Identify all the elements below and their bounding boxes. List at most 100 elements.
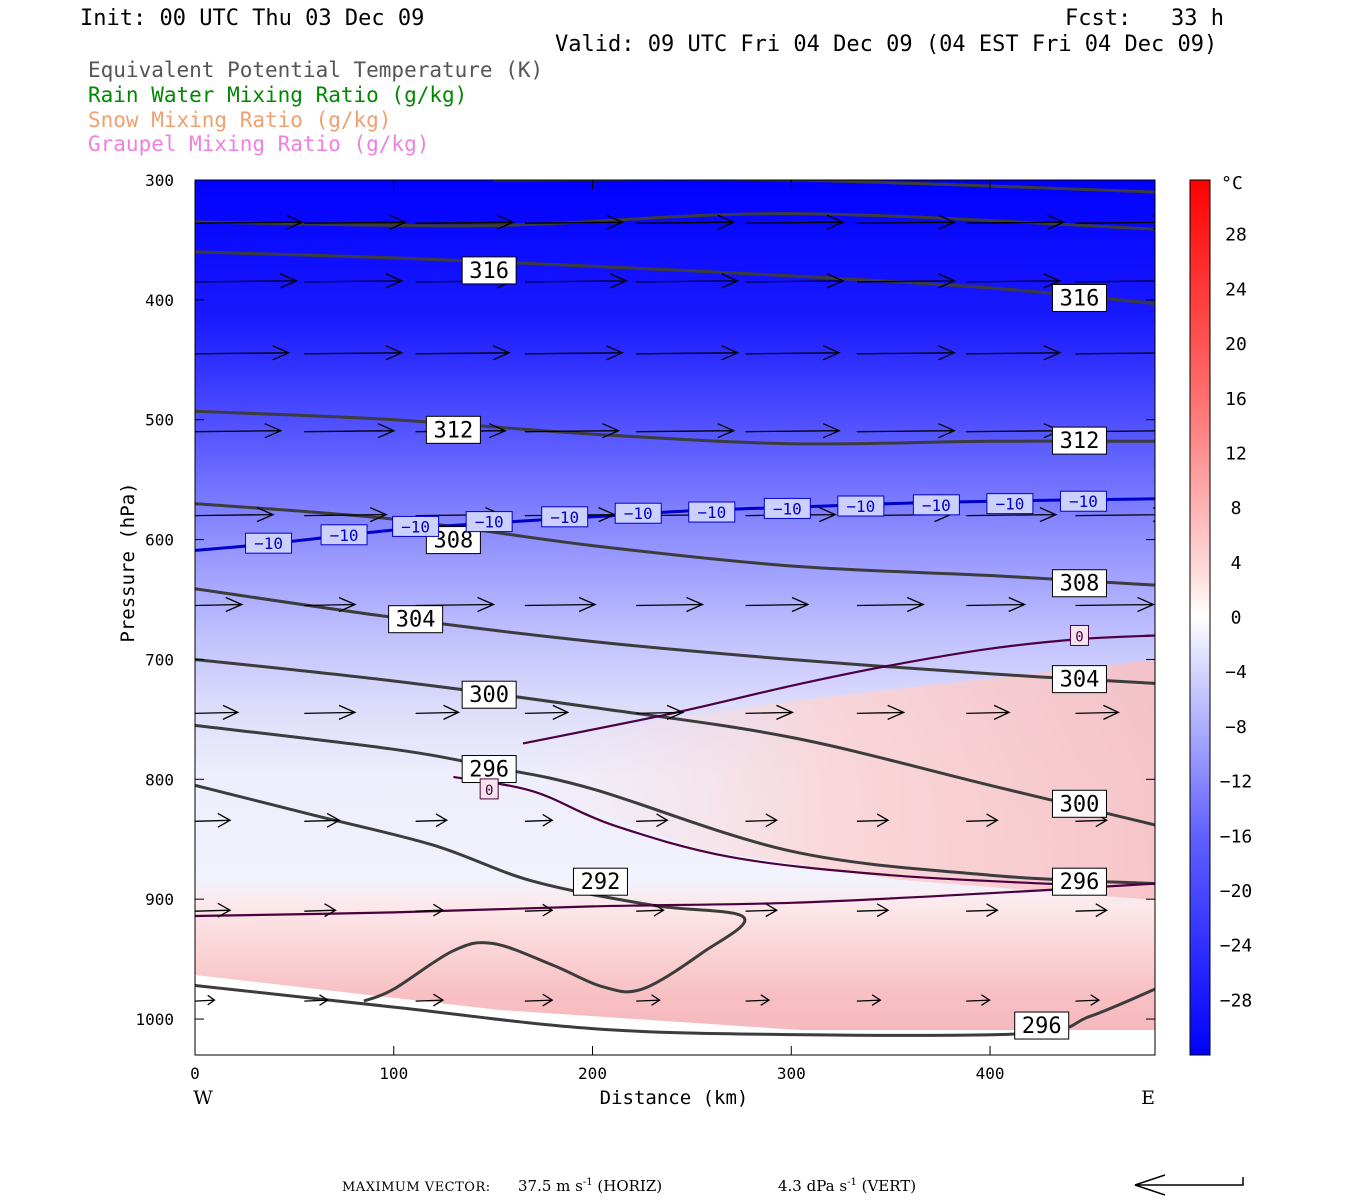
wind-vector	[636, 596, 705, 613]
isotherm-label: −10	[254, 534, 283, 553]
colorbar	[1189, 179, 1211, 1056]
wind-vector	[966, 214, 1066, 230]
colorbar-tick-label: 0	[1231, 608, 1242, 629]
reference-vector-arrow	[1134, 1174, 1244, 1196]
colorbar-tick-label: −12	[1220, 772, 1253, 793]
wind-vector	[195, 812, 232, 828]
wind-vector	[966, 994, 991, 1006]
theta-e-contour-296	[195, 984, 1155, 1037]
horiz-value: 37.5 m s	[518, 1177, 583, 1195]
isotherm-label: −10	[995, 495, 1024, 514]
wind-vector	[745, 214, 845, 230]
isotherm-0	[195, 882, 1155, 918]
temperature-shading	[195, 180, 1155, 1055]
wind-vector	[195, 704, 240, 720]
wind-vector	[856, 423, 957, 439]
wind-vector	[856, 813, 890, 828]
wind-vector	[304, 423, 396, 439]
y-tick-label: 1000	[135, 1010, 174, 1029]
wind-vector	[195, 214, 304, 230]
theta-e-label: 292	[581, 870, 621, 895]
wind-vector	[966, 507, 1058, 523]
wind-vector	[415, 345, 511, 361]
wind-vector	[636, 994, 661, 1006]
wind-vector	[195, 345, 291, 361]
y-tick-label: 700	[145, 650, 174, 669]
theta-e-label: 312	[434, 418, 474, 443]
isotherm-label: −10	[330, 526, 359, 545]
isotherm-label-box	[541, 506, 589, 528]
x-tick-label: 100	[379, 1064, 408, 1083]
wind-vector	[415, 704, 461, 720]
wind-vector	[304, 812, 341, 828]
wind-vector	[415, 993, 445, 1007]
wind-vector	[745, 813, 779, 828]
wind-vector	[195, 507, 275, 523]
theta-e-label-box	[425, 415, 481, 444]
horizontal-max-vector: 37.5 m s-1 (HORIZ)	[518, 1177, 662, 1195]
wind-vector	[636, 273, 740, 289]
wind-vector	[966, 273, 1062, 289]
x-tick-label: 200	[578, 1064, 607, 1083]
isotherm-0	[453, 775, 1070, 886]
theta-e-contour-300	[195, 658, 1155, 827]
theta-e-label: 308	[434, 529, 474, 554]
colorbar-tick-label: −24	[1220, 936, 1253, 957]
colorbar-tick-label: 12	[1225, 443, 1247, 464]
isotherm-label: −10	[624, 504, 653, 523]
wind-vector	[415, 214, 515, 230]
wind-vector	[966, 345, 1062, 361]
x-tick-label: 400	[976, 1064, 1005, 1083]
wind-vector	[856, 903, 890, 918]
colorbar-tick-label: 16	[1225, 389, 1247, 410]
legend-rain-water: Rain Water Mixing Ratio (g/kg)	[88, 83, 468, 107]
wind-vector	[304, 704, 357, 720]
isotherm-label-box	[1059, 490, 1107, 512]
wind-vector	[195, 902, 232, 918]
vert-exponent: -1	[847, 1177, 857, 1188]
wind-vector	[745, 345, 841, 361]
wind-vector	[1075, 507, 1155, 523]
wind-vector	[304, 345, 404, 361]
wind-vector	[524, 704, 570, 720]
horiz-exponent: -1	[582, 1177, 593, 1188]
isotherm-label-box	[614, 502, 662, 524]
legend-snow: Snow Mixing Ratio (g/kg)	[88, 108, 392, 132]
isotherm-label-box	[912, 494, 960, 516]
theta-e-label: 312	[1060, 429, 1100, 454]
isotherm-label-box	[837, 495, 885, 517]
theta-e-label-box	[1051, 283, 1107, 312]
wind-vector	[524, 596, 597, 613]
wind-vector	[856, 994, 882, 1006]
colorbar-tick-label: 24	[1225, 279, 1247, 300]
plot-frame	[194, 179, 1156, 1056]
wind-vector	[304, 214, 408, 230]
isotherm-label-box	[986, 493, 1034, 515]
wind-vector	[966, 596, 1027, 613]
wind-vector	[966, 813, 999, 828]
theta-e-label-box	[1051, 665, 1107, 694]
isotherm-label: −10	[401, 517, 430, 536]
wind-vector	[636, 345, 740, 361]
wind-vector	[856, 596, 925, 613]
isotherm-label-box	[1069, 624, 1089, 646]
vertical-max-vector: 4.3 dPa s-1 (VERT)	[778, 1177, 916, 1195]
theta-e-label-box	[572, 867, 628, 896]
wind-vector	[524, 214, 625, 230]
isotherm-label: −10	[550, 508, 579, 527]
theta-e-label-box	[1051, 867, 1107, 896]
isotherm-label-box	[763, 497, 811, 519]
wind-vector	[856, 704, 906, 720]
theta-e-contour-296	[195, 723, 1155, 886]
wind-vector	[524, 345, 625, 361]
y-tick-label: 900	[145, 890, 174, 909]
wind-vector	[195, 596, 244, 613]
theta-e-label-box	[461, 256, 517, 285]
wind-vector	[524, 993, 554, 1007]
vert-tag: (VERT)	[861, 1177, 917, 1195]
colorbar-tick-label: −8	[1225, 717, 1247, 738]
y-tick-label: 400	[145, 291, 174, 310]
wind-vector	[745, 273, 845, 289]
wind-vector	[636, 813, 669, 828]
